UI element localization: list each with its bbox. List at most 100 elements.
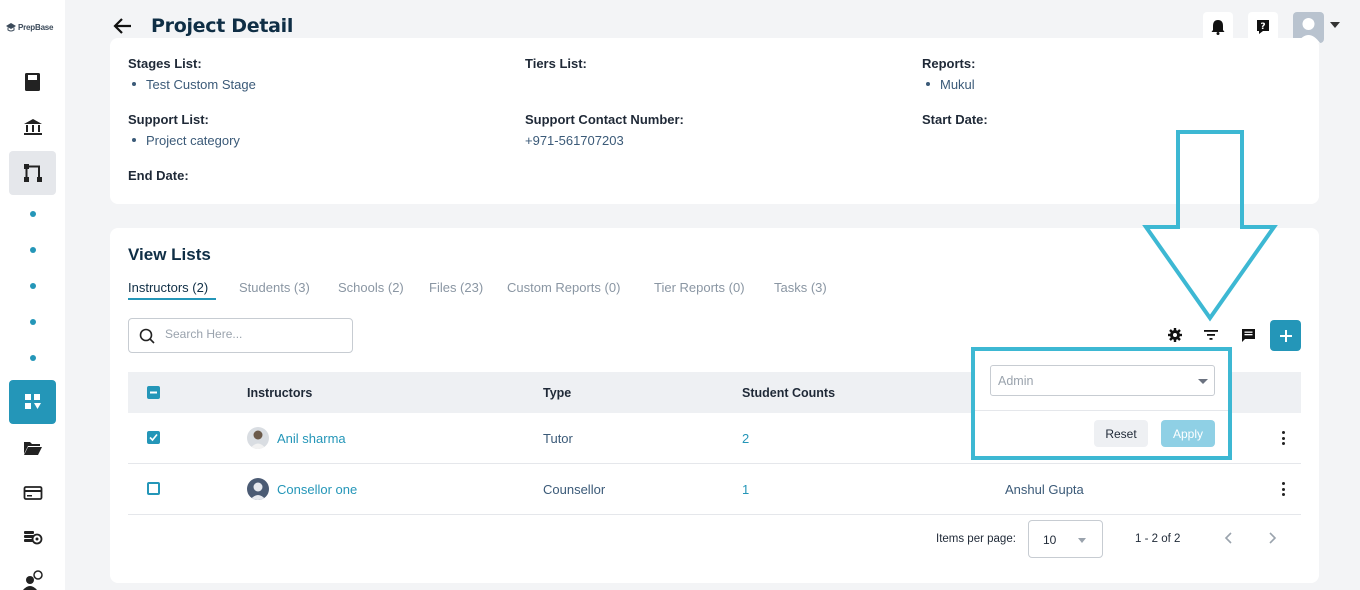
tab-students[interactable]: Students (3) [239, 280, 310, 295]
sidebar-item-book[interactable] [9, 60, 56, 104]
role-filter-select[interactable]: Admin [990, 365, 1215, 396]
chevron-down-icon [1078, 538, 1086, 543]
plus-icon [1279, 329, 1292, 342]
user-chat-icon [22, 570, 43, 590]
column-header-student-counts[interactable]: Student Counts [742, 386, 836, 400]
sidebar-item-billing[interactable] [9, 471, 56, 515]
start-date-label: Start Date: [922, 112, 988, 127]
minus-icon [150, 391, 157, 394]
sidebar-item-institution[interactable] [9, 105, 56, 149]
pagination-range: 1 - 2 of 2 [1135, 533, 1181, 545]
user-placeholder-icon [247, 478, 269, 500]
table-row[interactable]: Consellor one Counsellor 1 Anshul Gupta [128, 464, 1301, 515]
reset-button[interactable]: Reset [1094, 420, 1148, 447]
add-button[interactable] [1270, 320, 1301, 351]
table-row[interactable]: Anil sharma Tutor 2 [128, 413, 1301, 464]
role-filter-placeholder: Admin [998, 374, 1034, 388]
sidebar-item-dashboard[interactable] [9, 380, 56, 424]
avatar [247, 427, 269, 449]
project-details-card: Stages List: Test Custom Stage Tiers Lis… [110, 38, 1319, 204]
graduation-cap-icon [6, 22, 16, 31]
workflow-icon [23, 164, 42, 182]
back-button[interactable] [111, 14, 135, 38]
filter-icon [1204, 330, 1218, 340]
stage-item: Test Custom Stage [146, 77, 256, 92]
comment-icon [1241, 328, 1255, 342]
user-avatar[interactable] [1293, 12, 1324, 43]
sidebar-item-support[interactable] [9, 558, 56, 590]
items-per-page-value: 10 [1043, 533, 1057, 547]
sidebar: PrepBase [0, 0, 65, 590]
sidebar-item-folders[interactable] [9, 426, 56, 470]
chevron-right-icon [1269, 532, 1277, 544]
sidebar-subitem-dot[interactable] [30, 355, 36, 361]
apply-button[interactable]: Apply [1161, 420, 1215, 447]
check-icon [149, 433, 158, 442]
reports-label: Reports: [922, 56, 976, 71]
column-header-instructors[interactable]: Instructors [247, 386, 313, 400]
support-contact-label: Support Contact Number: [525, 112, 684, 127]
help-button[interactable]: ? [1248, 12, 1278, 42]
tiers-list-label: Tiers List: [525, 56, 587, 71]
instructor-name[interactable]: Consellor one [277, 482, 358, 497]
support-contact-value: +971-561707203 [525, 133, 624, 148]
row-checkbox[interactable] [147, 431, 160, 444]
next-page-button[interactable] [1264, 530, 1280, 546]
row-checkbox[interactable] [147, 482, 160, 495]
folder-open-icon [23, 442, 42, 455]
filter-button[interactable] [1196, 320, 1226, 350]
gear-icon [1168, 328, 1182, 342]
notifications-button[interactable] [1203, 12, 1233, 42]
help-icon: ? [1257, 20, 1269, 34]
items-per-page-select[interactable]: 10 [1028, 520, 1103, 558]
user-photo-icon [247, 427, 269, 449]
tab-instructors[interactable]: Instructors (2) [128, 280, 209, 295]
active-tab-indicator [128, 298, 216, 300]
search-icon [139, 328, 155, 344]
filter-popup: Admin Reset Apply [971, 347, 1232, 460]
sidebar-subitem-dot[interactable] [30, 247, 36, 253]
chevron-left-icon [1224, 532, 1232, 544]
student-count[interactable]: 2 [742, 431, 750, 446]
row-actions-menu[interactable] [1278, 480, 1288, 498]
search-input[interactable] [165, 327, 345, 341]
settings-button[interactable] [1160, 320, 1190, 350]
sidebar-subitem-dot[interactable] [30, 211, 36, 217]
user-menu-caret[interactable] [1330, 22, 1340, 28]
select-all-checkbox[interactable] [147, 386, 160, 399]
student-count[interactable]: 1 [742, 482, 750, 497]
sidebar-subitem-dot[interactable] [30, 283, 36, 289]
tab-files[interactable]: Files (23) [429, 280, 484, 295]
sidebar-item-finance[interactable] [9, 515, 56, 559]
grid-filter-icon [24, 394, 41, 409]
bullet [132, 138, 136, 142]
sidebar-item-projects[interactable] [9, 151, 56, 195]
items-per-page-label: Items per page: [936, 533, 1016, 545]
bell-icon [1211, 20, 1225, 35]
logo-text: PrepBase [18, 22, 54, 32]
divider [975, 410, 1228, 411]
tab-tier-reports[interactable]: Tier Reports (0) [654, 280, 745, 295]
bank-icon [23, 119, 42, 135]
page-title: Project Detail [151, 15, 294, 37]
comment-button[interactable] [1233, 320, 1263, 350]
instructor-type: Tutor [543, 431, 573, 446]
row-actions-menu[interactable] [1278, 429, 1288, 447]
credit-card-icon [23, 486, 42, 500]
report-item: Mukul [940, 77, 975, 92]
logo[interactable]: PrepBase [6, 20, 60, 34]
tab-schools[interactable]: Schools (2) [338, 280, 404, 295]
sidebar-subitem-dot[interactable] [30, 319, 36, 325]
annotation-arrow-icon [1142, 130, 1278, 322]
book-icon [24, 73, 40, 91]
column-header-type[interactable]: Type [543, 386, 572, 400]
search-box[interactable] [128, 318, 353, 353]
bullet [132, 82, 136, 86]
bullet [926, 82, 930, 86]
previous-page-button[interactable] [1221, 530, 1237, 546]
tab-custom-reports[interactable]: Custom Reports (0) [507, 280, 621, 295]
instructor-name[interactable]: Anil sharma [277, 431, 346, 446]
tab-tasks[interactable]: Tasks (3) [774, 280, 827, 295]
chevron-down-icon [1198, 379, 1208, 384]
end-date-label: End Date: [128, 168, 189, 183]
